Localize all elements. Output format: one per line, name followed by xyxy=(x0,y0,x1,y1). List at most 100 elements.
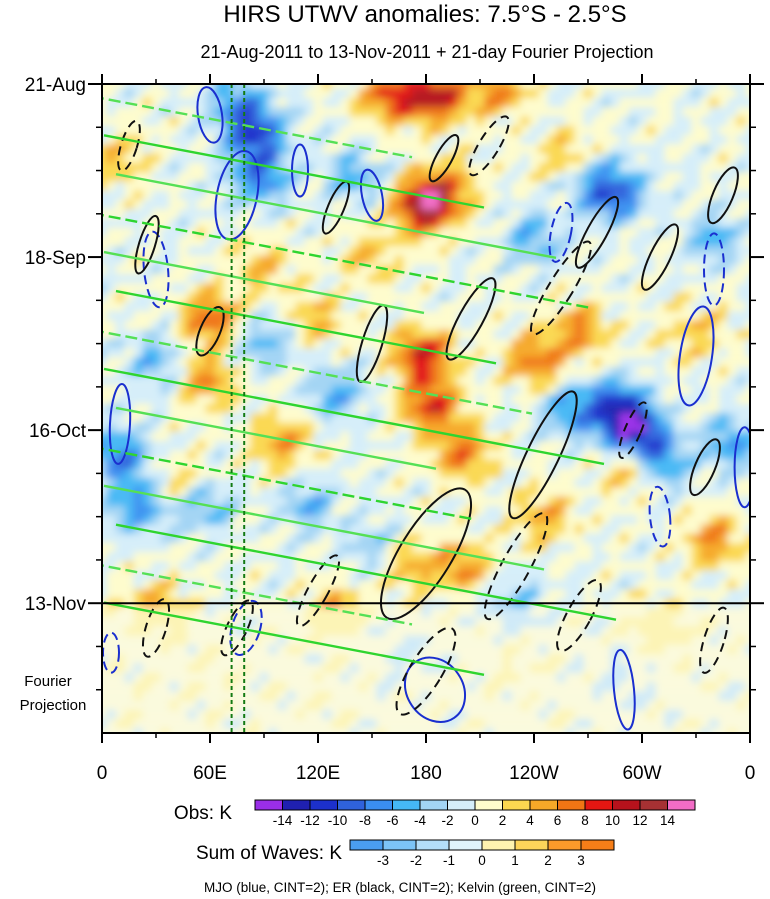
heatmap-cell xyxy=(295,246,305,256)
heatmap-cell xyxy=(736,404,746,413)
heatmap-cell xyxy=(358,441,368,451)
heatmap-cell xyxy=(223,478,233,488)
heatmap-cell xyxy=(745,162,750,172)
heatmap-cell xyxy=(403,255,413,265)
heatmap-cell xyxy=(592,320,602,330)
heatmap-cell xyxy=(160,663,170,673)
heatmap-cell xyxy=(241,385,251,395)
heatmap-cell xyxy=(655,311,665,321)
heatmap-cell xyxy=(304,533,314,543)
heatmap-cell xyxy=(340,543,350,553)
heatmap-cell xyxy=(412,153,422,163)
heatmap-cell xyxy=(628,468,638,478)
heatmap-cell xyxy=(304,264,314,274)
heatmap-cell xyxy=(646,84,656,89)
heatmap-cell xyxy=(655,320,665,330)
heatmap-cell xyxy=(619,292,629,302)
heatmap-cell xyxy=(574,181,584,191)
heatmap-cell xyxy=(295,292,305,302)
heatmap-cell xyxy=(718,682,728,692)
heatmap-cell xyxy=(574,348,584,358)
heatmap-cell xyxy=(655,487,665,497)
heatmap-cell xyxy=(277,672,287,682)
heatmap-cell xyxy=(601,237,611,247)
heatmap-cell xyxy=(448,329,458,339)
heatmap-cell xyxy=(268,135,278,145)
heatmap-cell xyxy=(340,691,350,701)
heatmap-cell xyxy=(259,125,269,135)
heatmap-cell xyxy=(664,459,674,469)
heatmap-cell xyxy=(358,700,368,710)
heatmap-cell xyxy=(376,218,386,228)
heatmap-cell xyxy=(331,209,341,219)
heatmap-cell xyxy=(187,200,197,209)
heatmap-cell xyxy=(673,394,683,404)
heatmap-cell xyxy=(403,320,413,330)
heatmap-cell xyxy=(628,329,638,339)
heatmap-cell xyxy=(169,264,179,274)
heatmap-cell xyxy=(286,264,296,274)
heatmap-cell xyxy=(556,589,566,599)
heatmap-cell xyxy=(142,710,152,719)
heatmap-cell xyxy=(214,366,224,376)
heatmap-cell xyxy=(196,608,206,617)
heatmap-cell xyxy=(646,561,656,571)
heatmap-cell xyxy=(187,663,197,673)
heatmap-cell xyxy=(430,608,440,617)
heatmap-cell xyxy=(160,710,170,719)
heatmap-cell xyxy=(493,366,503,376)
heatmap-cell xyxy=(520,394,530,404)
heatmap-cell xyxy=(102,302,107,311)
heatmap-cell xyxy=(565,283,575,293)
heatmap-cell xyxy=(313,682,323,692)
heatmap-cell xyxy=(646,227,656,237)
heatmap-cell xyxy=(682,422,692,432)
heatmap-cell xyxy=(727,431,737,441)
heatmap-cell xyxy=(520,162,530,172)
heatmap-cell xyxy=(151,478,161,488)
heatmap-cell xyxy=(223,209,233,219)
heatmap-cell xyxy=(448,135,458,145)
heatmap-cell xyxy=(574,524,584,534)
heatmap-cell xyxy=(646,264,656,274)
heatmap-cell xyxy=(655,404,665,413)
heatmap-cell xyxy=(223,218,233,228)
heatmap-cell xyxy=(196,162,206,172)
heatmap-cell xyxy=(214,496,224,506)
heatmap-cell xyxy=(385,608,395,617)
heatmap-cell xyxy=(205,329,215,339)
heatmap-cell xyxy=(331,376,341,386)
heatmap-cell xyxy=(115,394,125,404)
heatmap-cell xyxy=(547,441,557,451)
heatmap-cell xyxy=(439,506,449,515)
heatmap-cell xyxy=(565,422,575,432)
heatmap-cell xyxy=(475,431,485,441)
heatmap-cell xyxy=(250,478,260,488)
heatmap-cell xyxy=(601,125,611,135)
heatmap-cell xyxy=(673,682,683,692)
heatmap-cell xyxy=(178,84,188,89)
heatmap-cell xyxy=(484,431,494,441)
heatmap-cell xyxy=(331,626,341,636)
heatmap-cell xyxy=(187,292,197,302)
heatmap-cell xyxy=(151,357,161,367)
heatmap-cell xyxy=(322,292,332,302)
heatmap-cell xyxy=(340,98,350,107)
plot-area xyxy=(102,84,750,733)
heatmap-cell xyxy=(565,264,575,274)
heatmap-cell xyxy=(457,246,467,256)
heatmap-cell xyxy=(187,561,197,571)
heatmap-cell xyxy=(502,283,512,293)
heatmap-cell xyxy=(682,580,692,590)
heatmap-cell xyxy=(124,654,134,664)
heatmap-cell xyxy=(214,431,224,441)
heatmap-cell xyxy=(691,135,701,145)
heatmap-cell xyxy=(601,552,611,562)
heatmap-cell xyxy=(601,88,611,98)
heatmap-cell xyxy=(142,487,152,497)
heatmap-cell xyxy=(556,135,566,145)
heatmap-cell xyxy=(367,116,377,126)
heatmap-cell xyxy=(439,274,449,284)
heatmap-cell xyxy=(232,645,242,655)
heatmap-cell xyxy=(457,116,467,126)
